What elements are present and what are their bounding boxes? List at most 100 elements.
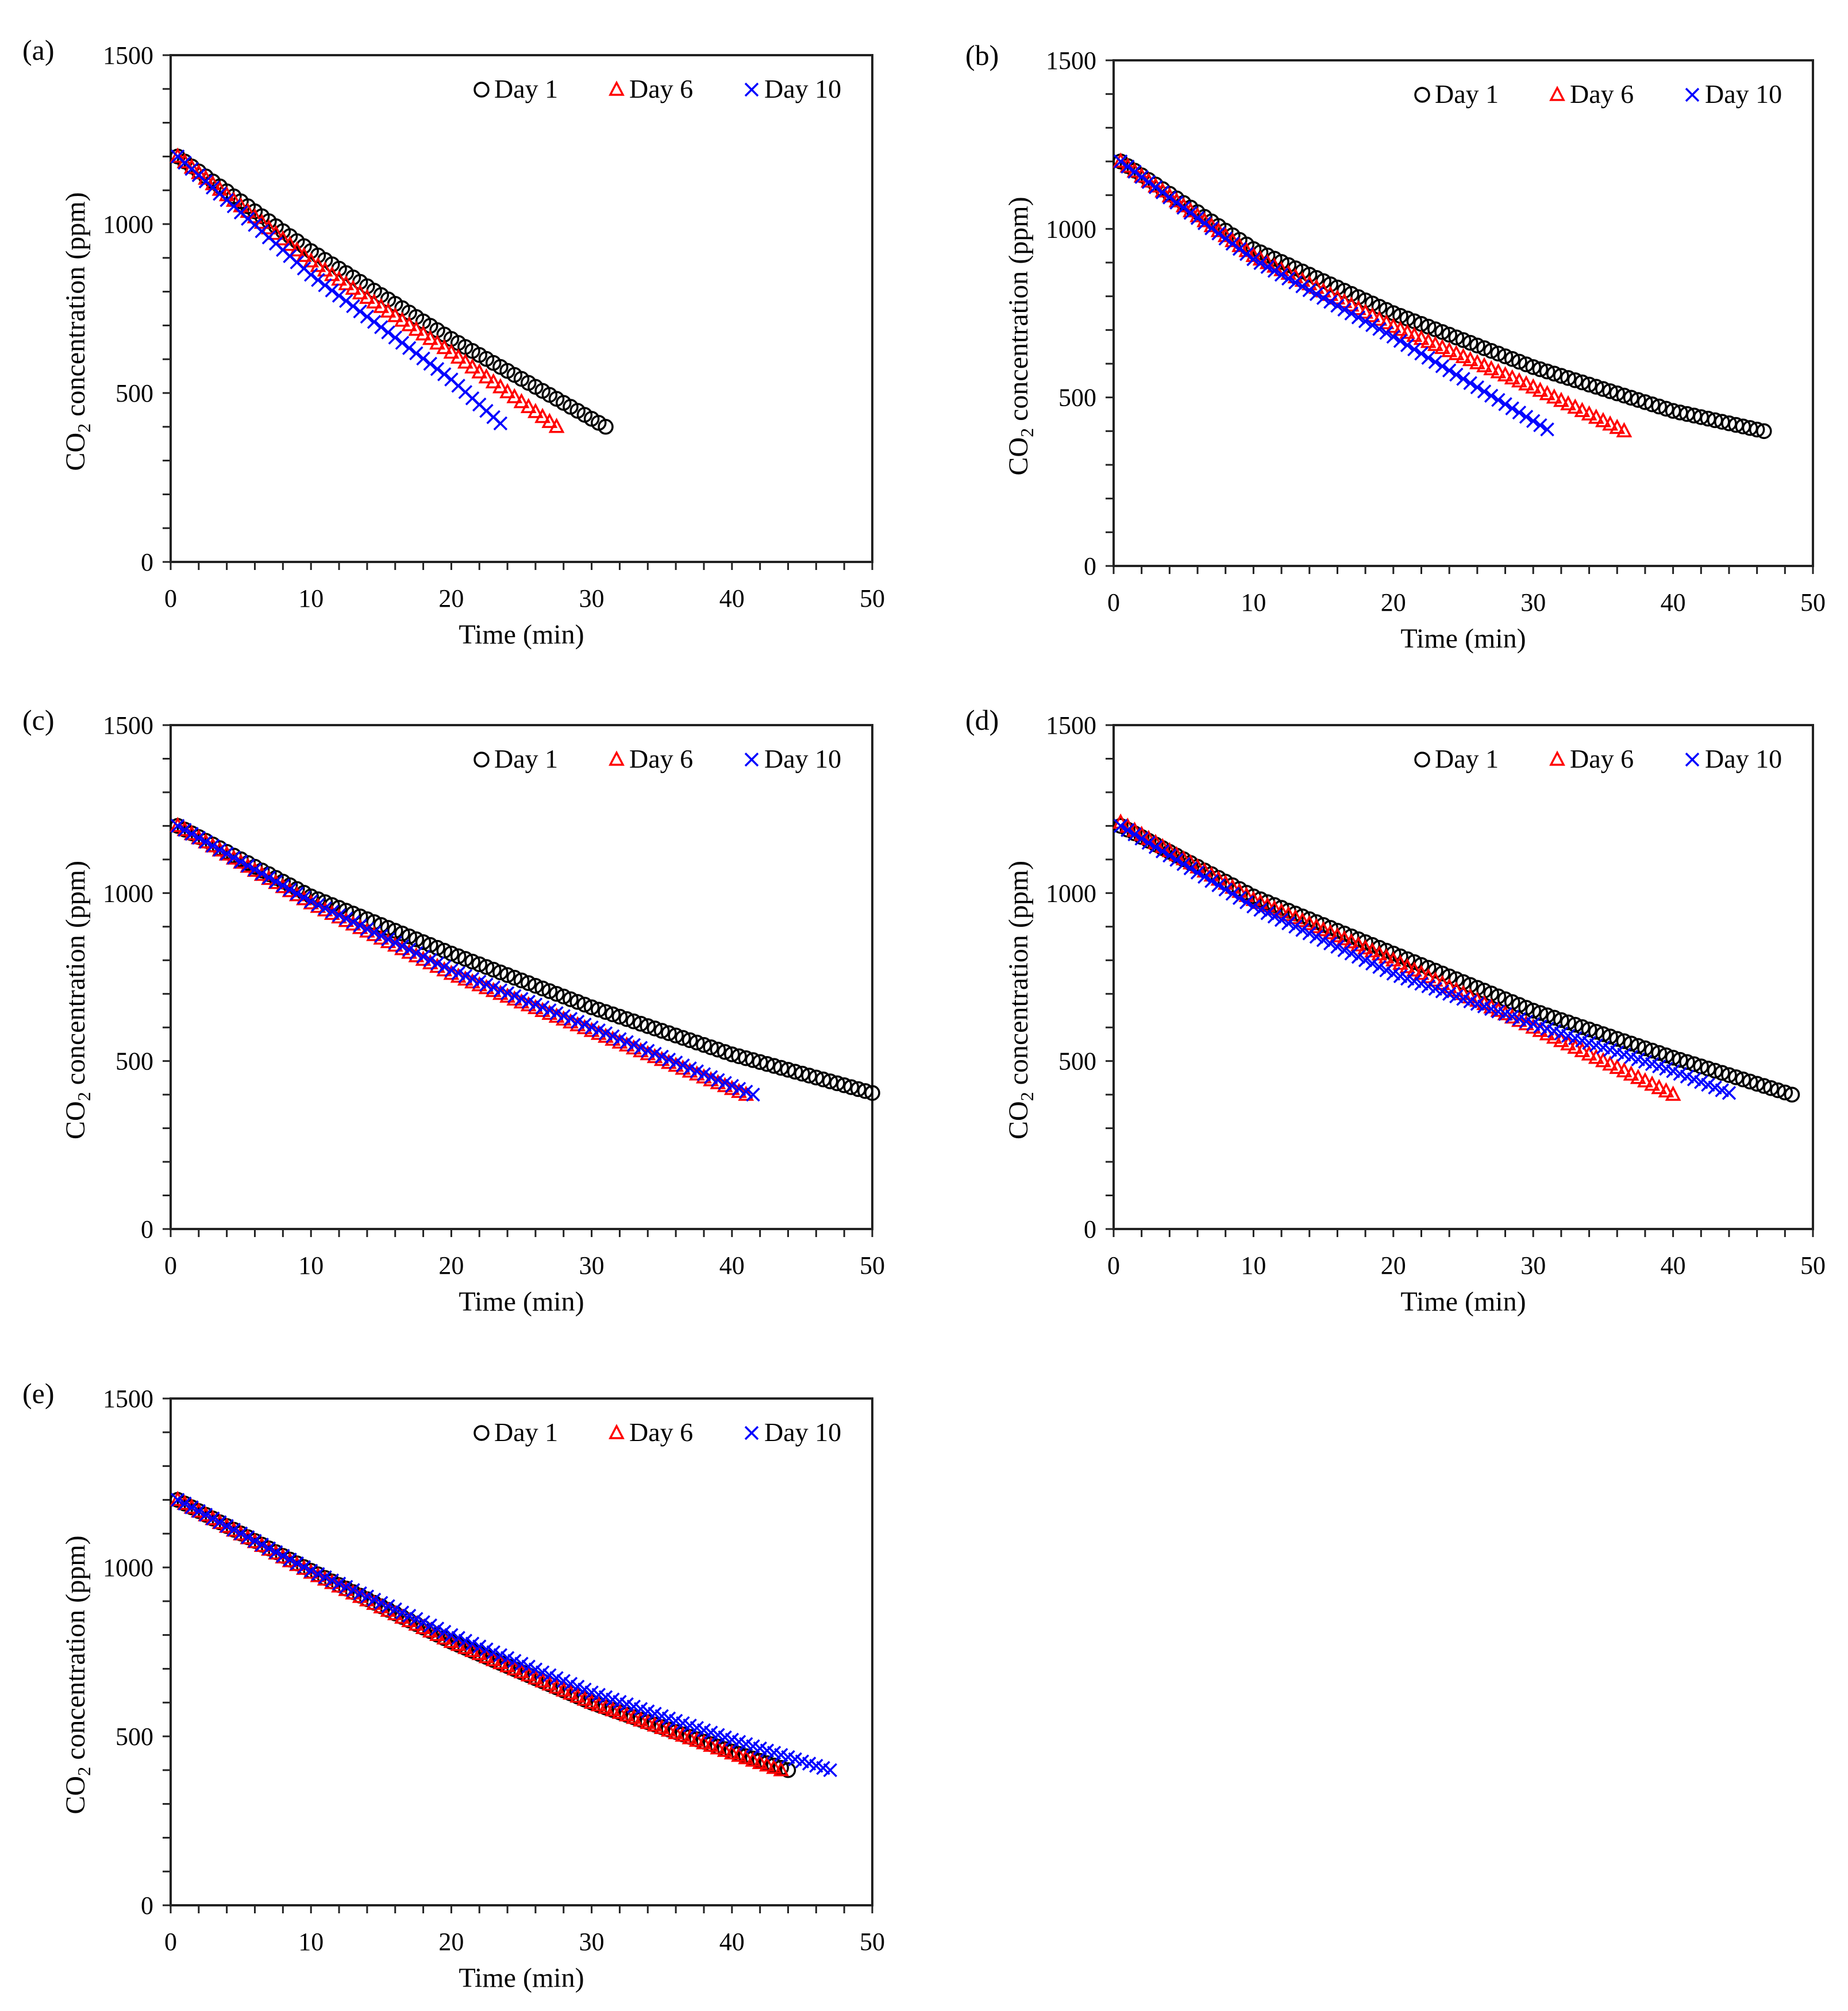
x-tick-label: 0 [164, 1928, 177, 1956]
data-point [563, 1677, 578, 1691]
data-point [1526, 414, 1541, 428]
data-point [1539, 363, 1556, 380]
data-point [513, 972, 530, 989]
data-point [689, 1034, 705, 1051]
series-day-6 [170, 147, 565, 433]
data-point [423, 356, 438, 371]
data-point [339, 1579, 353, 1594]
data-point [402, 1608, 417, 1623]
data-point [1665, 1050, 1681, 1066]
data-point [1428, 355, 1443, 369]
data-point [682, 1032, 698, 1049]
data-point [766, 1058, 782, 1074]
data-point [514, 1656, 529, 1671]
data-point [296, 246, 312, 262]
data-point [465, 972, 480, 986]
data-point [1490, 345, 1507, 362]
data-point [1756, 423, 1772, 440]
y-tick-label: 0 [141, 1215, 153, 1243]
data-point [528, 997, 543, 1012]
data-point [1350, 931, 1366, 947]
data-point [703, 1039, 719, 1055]
data-point [732, 1081, 746, 1096]
data-point [268, 1545, 283, 1559]
data-point [1595, 381, 1611, 397]
data-point [1365, 956, 1380, 971]
data-point [1511, 372, 1527, 388]
x-tick-label: 40 [719, 1251, 745, 1280]
data-point [746, 1087, 760, 1102]
data-point [339, 294, 353, 309]
panel-label: (c) [22, 704, 55, 736]
data-point [696, 1037, 712, 1053]
x-tick-label: 20 [1381, 1251, 1406, 1280]
data-point [1483, 342, 1499, 359]
data-point [1273, 903, 1289, 918]
data-point [541, 413, 558, 428]
x-tick-label: 40 [719, 1928, 745, 1956]
data-point [520, 975, 537, 991]
data-point [248, 862, 262, 877]
data-point [682, 1729, 698, 1744]
legend-label: Day 1 [494, 74, 558, 103]
data-point [226, 1523, 241, 1537]
data-point [394, 311, 410, 327]
data-point [1253, 256, 1268, 271]
data-point [1176, 201, 1191, 215]
data-point [437, 960, 452, 974]
data-point [374, 1596, 388, 1610]
y-tick-label: 0 [1084, 1215, 1096, 1243]
y-tick-label: 1000 [1046, 215, 1096, 243]
data-point [1602, 415, 1618, 431]
data-point [1330, 939, 1345, 954]
data-point [1358, 953, 1373, 968]
data-point [416, 1615, 430, 1629]
data-point [332, 1576, 346, 1591]
x-tick-label: 10 [298, 584, 324, 612]
data-point [1281, 916, 1296, 931]
data-point [724, 1046, 740, 1062]
data-point [499, 967, 515, 983]
x-tick-label: 30 [1520, 588, 1546, 617]
plot-frame [1112, 724, 1814, 1230]
data-point [499, 383, 515, 399]
y-tick-label: 0 [141, 548, 153, 576]
data-point [1721, 1067, 1737, 1083]
data-point [1567, 398, 1584, 414]
y-tick-label: 0 [141, 1891, 153, 1920]
data-point [633, 1711, 649, 1727]
data-point [766, 1758, 782, 1774]
x-tick-label: 50 [1800, 1251, 1826, 1280]
data-point [402, 341, 417, 356]
legend-label: Day 6 [629, 744, 693, 773]
data-point [479, 977, 494, 992]
data-point [605, 1006, 621, 1023]
data-point [843, 1079, 860, 1095]
legend-label: Day 10 [764, 74, 841, 103]
data-point [317, 261, 333, 277]
data-point [1623, 390, 1639, 406]
data-point [374, 929, 388, 943]
series-day-1 [1112, 153, 1772, 440]
data-point [1665, 1085, 1681, 1101]
data-point [1651, 398, 1668, 415]
x-tick-label: 30 [579, 1928, 605, 1956]
data-point [380, 302, 396, 318]
data-point [1357, 303, 1374, 319]
data-point [836, 1077, 852, 1093]
data-point [668, 1055, 683, 1070]
data-point [1651, 1045, 1668, 1061]
data-point [233, 854, 248, 869]
data-point [486, 980, 500, 995]
data-point [255, 1538, 269, 1552]
data-point [1337, 943, 1352, 957]
y-tick-label: 500 [1058, 1047, 1096, 1076]
data-point [738, 1084, 753, 1099]
data-point [590, 1696, 607, 1712]
data-point [1252, 244, 1269, 260]
data-point [1595, 1051, 1611, 1068]
data-point [297, 890, 311, 905]
data-point [801, 1068, 817, 1084]
y-tick-label: 0 [1084, 552, 1096, 580]
